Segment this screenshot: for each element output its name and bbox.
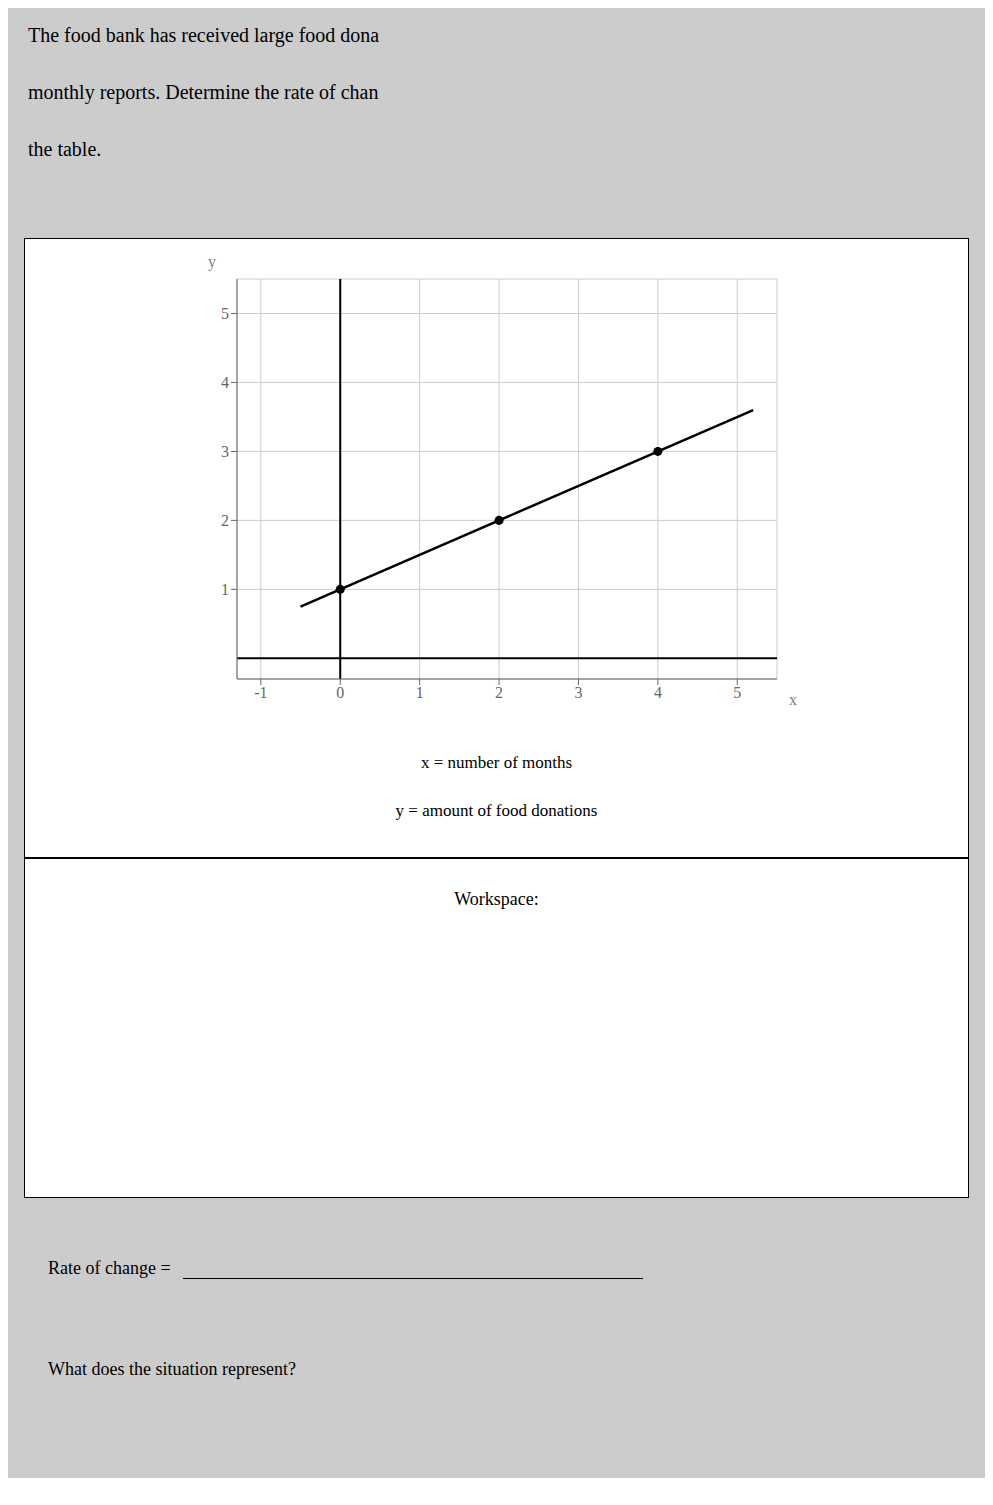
svg-text:3: 3 — [221, 443, 229, 460]
svg-text:1: 1 — [221, 581, 229, 598]
html-text:Rate of change =: Rate of change = — [48, 1258, 176, 1278]
html-text:The food bank has received lar: The food bank has received large food do… — [28, 24, 380, 46]
svg-text:5: 5 — [733, 684, 741, 701]
html-text:y = amount of food donations: y = amount of food donations — [395, 801, 598, 820]
svg-text:2: 2 — [495, 684, 503, 701]
svg-text:4: 4 — [221, 374, 229, 391]
html-text:monthly reports. Determine the: monthly reports. Determine the rate of c… — [28, 81, 379, 103]
html-text:the table.: the table. — [28, 138, 102, 160]
svg-text:5: 5 — [221, 305, 229, 322]
svg-text:-1: -1 — [254, 684, 267, 701]
html-text:What does the situation repres: What does the situation represent? — [48, 1359, 296, 1379]
svg-text:x: x — [789, 691, 797, 708]
svg-text:0: 0 — [336, 684, 344, 701]
svg-text:y: y — [208, 253, 216, 271]
html-text:x = number of months: x = number of months — [420, 753, 573, 772]
html-text:Workspace:: Workspace: — [454, 889, 539, 909]
svg-text:1: 1 — [415, 684, 423, 701]
svg-text:4: 4 — [653, 684, 661, 701]
svg-text:3: 3 — [574, 684, 582, 701]
svg-text:2: 2 — [221, 512, 229, 529]
